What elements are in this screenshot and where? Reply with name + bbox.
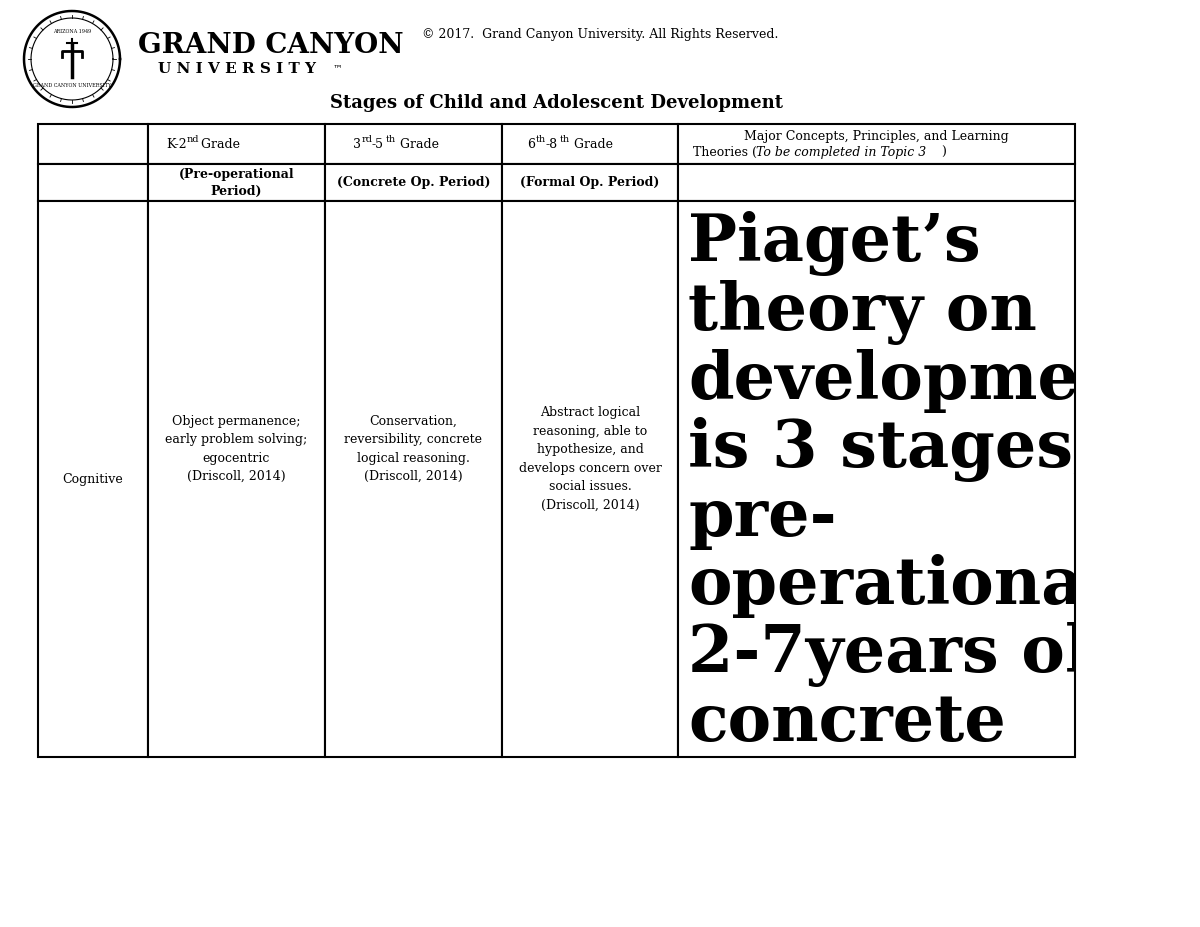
Text: th: th <box>386 134 396 144</box>
Bar <box>502 164 678 201</box>
Text: (Formal Op. Period): (Formal Op. Period) <box>521 176 660 189</box>
Bar <box>325 201 502 757</box>
Text: Theories (: Theories ( <box>694 146 757 159</box>
Text: -5: -5 <box>372 137 384 150</box>
Text: Grade: Grade <box>570 137 613 150</box>
Bar <box>148 201 325 757</box>
Bar <box>148 124 325 164</box>
Text: Major Concepts, Principles, and Learning: Major Concepts, Principles, and Learning <box>744 130 1009 143</box>
Text: To be completed in Topic 3: To be completed in Topic 3 <box>756 146 926 159</box>
Text: Piaget’s
theory on
development
is 3 stages,
pre-
operational
2-7years old,
concr: Piaget’s theory on development is 3 stag… <box>688 211 1158 823</box>
Text: Conservation,
reversibility, concrete
logical reasoning.
(Driscoll, 2014): Conservation, reversibility, concrete lo… <box>344 414 482 483</box>
Text: th: th <box>560 134 570 144</box>
Text: K-2: K-2 <box>166 137 187 150</box>
Text: U N I V E R S I T Y: U N I V E R S I T Y <box>158 62 316 76</box>
Text: ™: ™ <box>334 63 343 73</box>
Text: ): ) <box>941 146 946 159</box>
Text: (Pre-operational
Period): (Pre-operational Period) <box>179 168 294 197</box>
Text: rd: rd <box>362 134 373 144</box>
Bar <box>502 201 678 757</box>
Bar <box>502 124 678 164</box>
Text: Stages of Child and Adolescent Development: Stages of Child and Adolescent Developme… <box>330 94 784 112</box>
Bar <box>38 201 148 757</box>
Text: (Concrete Op. Period): (Concrete Op. Period) <box>337 176 491 189</box>
Text: nd: nd <box>187 134 199 144</box>
Text: th: th <box>536 134 546 144</box>
Bar <box>325 164 502 201</box>
Text: 3: 3 <box>353 137 361 150</box>
Bar <box>678 201 1075 757</box>
Text: -8: -8 <box>546 137 558 150</box>
Text: Object permanence;
early problem solving;
egocentric
(Driscoll, 2014): Object permanence; early problem solving… <box>166 414 307 483</box>
Bar <box>678 124 1075 164</box>
Bar <box>148 164 325 201</box>
Text: ARIZONA 1949: ARIZONA 1949 <box>53 29 91 33</box>
Text: 6: 6 <box>527 137 535 150</box>
Text: Grade: Grade <box>197 137 240 150</box>
Bar <box>38 124 148 164</box>
Text: Cognitive: Cognitive <box>62 473 124 486</box>
Text: Grade: Grade <box>396 137 439 150</box>
Bar <box>38 164 148 201</box>
Text: GRAND CANYON: GRAND CANYON <box>138 32 403 58</box>
Text: Abstract logical
reasoning, able to
hypothesize, and
develops concern over
socia: Abstract logical reasoning, able to hypo… <box>518 406 661 512</box>
Bar <box>325 124 502 164</box>
Text: © 2017.  Grand Canyon University. All Rights Reserved.: © 2017. Grand Canyon University. All Rig… <box>422 28 778 41</box>
Text: GRAND CANYON UNIVERSITY: GRAND CANYON UNIVERSITY <box>32 83 112 87</box>
Bar <box>678 164 1075 201</box>
